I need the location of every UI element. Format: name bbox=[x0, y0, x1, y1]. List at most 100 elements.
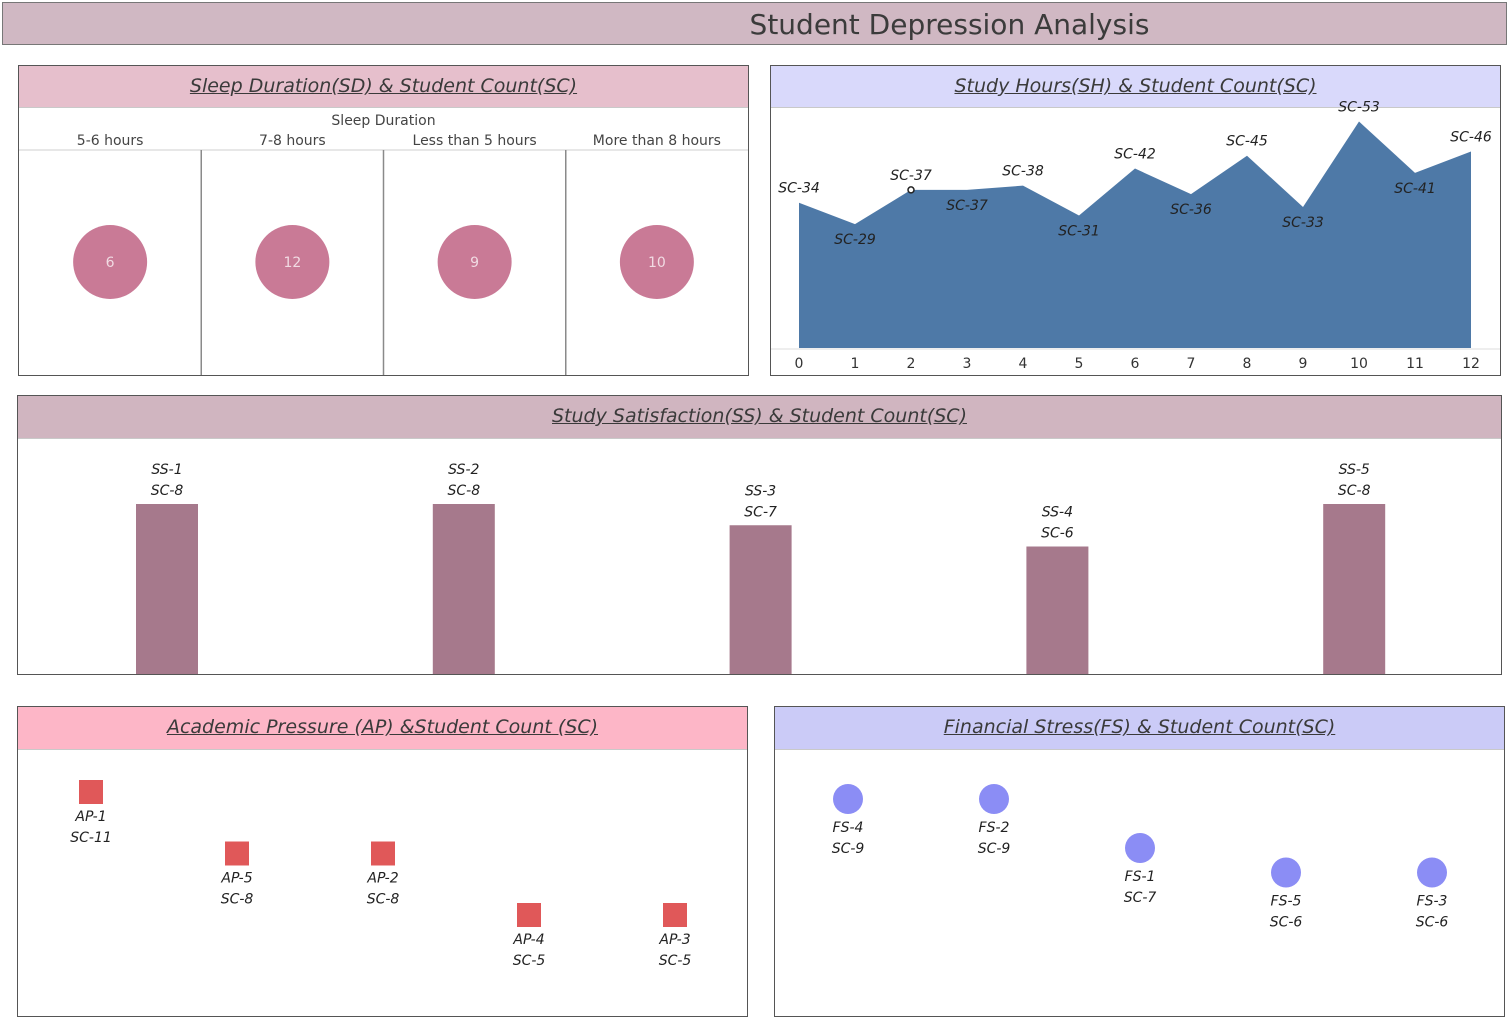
satisfaction-bar bbox=[1026, 546, 1089, 674]
study-hours-x-tick: 0 bbox=[795, 356, 804, 372]
sleep-count-circle bbox=[73, 225, 148, 299]
sleep-category-label: More than 8 hours bbox=[593, 133, 721, 149]
study-hours-data-label: SC-38 bbox=[1002, 164, 1044, 180]
study-hours-x-tick: 4 bbox=[1019, 356, 1028, 372]
sleep-category-label: Less than 5 hours bbox=[413, 133, 537, 149]
satisfaction-panel: Study Satisfaction(SS) & Student Count(S… bbox=[17, 395, 1502, 675]
academic-marker bbox=[371, 841, 395, 866]
academic-panel-title: Academic Pressure (AP) &Student Count (S… bbox=[18, 707, 747, 750]
satisfaction-bar bbox=[136, 504, 198, 674]
financial-value-label: SC-7 bbox=[1124, 890, 1157, 906]
satisfaction-bar bbox=[729, 525, 792, 674]
satisfaction-category-label: SS-3 bbox=[745, 483, 776, 499]
financial-marker bbox=[1271, 857, 1301, 888]
satisfaction-chart: SS-1 SC-8 SS-2 SC-8 SS-3 SC-7 SS-4 SC-6 SS-5 SC-8 bbox=[136, 462, 1386, 674]
sleep-chart-area: Sleep Duration 5-6 hours 6 7-8 hours 12 Less … bbox=[19, 108, 748, 375]
satisfaction-bar bbox=[1323, 504, 1386, 674]
academic-value-label: SC-11 bbox=[70, 830, 112, 846]
academic-marker bbox=[79, 780, 103, 804]
satisfaction-category-label: SS-5 bbox=[1339, 462, 1370, 478]
satisfaction-category-label: SS-4 bbox=[1042, 505, 1073, 521]
satisfaction-value-label: SC-6 bbox=[1041, 526, 1074, 542]
academic-value-label: SC-8 bbox=[367, 892, 400, 908]
academic-marker bbox=[225, 841, 249, 866]
study-hours-data-label: SC-46 bbox=[1450, 129, 1492, 145]
study-hours-data-label: SC-41 bbox=[1394, 181, 1436, 197]
academic-marker bbox=[517, 903, 541, 927]
academic-value-label: SC-5 bbox=[659, 953, 692, 969]
academic-category-label: AP-5 bbox=[220, 871, 252, 887]
study-hours-data-label: SC-37 bbox=[946, 198, 988, 214]
sleep-chart: Sleep Duration 5-6 hours 6 7-8 hours 12 Less … bbox=[19, 113, 748, 375]
financial-panel-title: Financial Stress(FS) & Student Count(SC) bbox=[775, 707, 1504, 750]
satisfaction-value-label: SC-8 bbox=[447, 483, 480, 499]
academic-chart: AP-1 SC-11 AP-5 SC-8 AP-2 SC-8 AP-4 SC-5 AP-3 SC-… bbox=[70, 780, 692, 969]
academic-category-label: AP-4 bbox=[512, 932, 544, 948]
study-hours-x-tick: 6 bbox=[1131, 356, 1140, 372]
study-hours-x-tick: 1 bbox=[851, 356, 860, 372]
sleep-count-circle bbox=[255, 225, 330, 299]
study-hours-data-label: SC-29 bbox=[834, 232, 876, 248]
dashboard-title: Student Depression Analysis bbox=[749, 8, 1150, 41]
dashboard-title-bar: Student Depression Analysis bbox=[2, 2, 1507, 45]
study-hours-data-label: SC-34 bbox=[778, 181, 820, 197]
financial-chart: FS-4 SC-9 FS-2 SC-9 FS-1 SC-7 FS-5 SC-6 FS-3 SC-6 bbox=[832, 784, 1448, 931]
study-hours-panel-title: Study Hours(SH) & Student Count(SC) bbox=[771, 66, 1500, 108]
satisfaction-value-label: SC-8 bbox=[151, 483, 184, 499]
study-hours-x-tick: 2 bbox=[907, 356, 916, 372]
academic-category-label: AP-3 bbox=[658, 932, 690, 948]
sleep-panel-title: Sleep Duration(SD) & Student Count(SC) bbox=[19, 66, 748, 108]
sleep-count-label: 10 bbox=[648, 255, 666, 271]
satisfaction-value-label: SC-8 bbox=[1338, 483, 1371, 499]
sleep-count-circle bbox=[437, 225, 512, 299]
academic-panel: Academic Pressure (AP) &Student Count (S… bbox=[17, 706, 748, 1017]
satisfaction-chart-area: SS-1 SC-8 SS-2 SC-8 SS-3 SC-7 SS-4 SC-6 SS-5 SC-8 bbox=[18, 439, 1501, 674]
sleep-category-label: 5-6 hours bbox=[77, 133, 144, 149]
study-hours-x-tick: 3 bbox=[963, 356, 972, 372]
study-hours-data-label: SC-42 bbox=[1114, 147, 1156, 163]
sleep-count-label: 12 bbox=[283, 255, 301, 271]
satisfaction-value-label: SC-7 bbox=[744, 504, 777, 520]
study-hours-x-tick: 5 bbox=[1075, 356, 1084, 372]
satisfaction-bar bbox=[432, 504, 495, 674]
study-hours-data-label: SC-36 bbox=[1170, 202, 1212, 218]
financial-marker bbox=[979, 784, 1009, 814]
study-hours-data-label: SC-31 bbox=[1058, 224, 1100, 240]
financial-category-label: FS-4 bbox=[833, 820, 864, 836]
academic-value-label: SC-8 bbox=[221, 892, 254, 908]
study-hours-data-label: SC-37 bbox=[890, 168, 932, 184]
financial-category-label: FS-2 bbox=[979, 820, 1010, 836]
financial-category-label: FS-5 bbox=[1271, 894, 1302, 910]
financial-marker bbox=[1417, 857, 1447, 888]
financial-panel: Financial Stress(FS) & Student Count(SC)… bbox=[774, 706, 1505, 1017]
academic-category-label: AP-2 bbox=[366, 871, 398, 887]
study-hours-area bbox=[799, 121, 1471, 348]
academic-value-label: SC-5 bbox=[513, 953, 546, 969]
study-hours-data-label: SC-53 bbox=[1338, 100, 1380, 116]
study-hours-x-tick: 11 bbox=[1406, 356, 1424, 372]
academic-marker bbox=[663, 903, 687, 927]
study-hours-highlight-point bbox=[907, 186, 915, 194]
sleep-panel: Sleep Duration(SD) & Student Count(SC) S… bbox=[18, 65, 749, 376]
study-hours-x-tick: 8 bbox=[1243, 356, 1252, 372]
financial-value-label: SC-6 bbox=[1270, 915, 1303, 931]
financial-chart-area: FS-4 SC-9 FS-2 SC-9 FS-1 SC-7 FS-5 SC-6 FS-3 SC-6 bbox=[775, 750, 1504, 1016]
study-hours-x-tick: 12 bbox=[1462, 356, 1480, 372]
academic-chart-area: AP-1 SC-11 AP-5 SC-8 AP-2 SC-8 AP-4 SC-5 AP-3 SC-… bbox=[18, 750, 747, 1016]
study-hours-data-label: SC-33 bbox=[1282, 215, 1324, 231]
financial-value-label: SC-9 bbox=[832, 841, 865, 857]
satisfaction-category-label: SS-1 bbox=[151, 462, 182, 478]
financial-category-label: FS-3 bbox=[1417, 894, 1448, 910]
study-hours-data-label: SC-45 bbox=[1226, 134, 1268, 150]
study-hours-x-tick: 9 bbox=[1299, 356, 1308, 372]
study-hours-chart: 0 SC-34 1 SC-29 2 SC-37 3 SC-37 4 SC-38 5 SC-31 6 SC-… bbox=[771, 100, 1500, 372]
sleep-count-label: 6 bbox=[106, 255, 115, 271]
study-hours-chart-area: 0 SC-34 1 SC-29 2 SC-37 3 SC-37 4 SC-38 5 SC-31 6 SC-… bbox=[771, 100, 1500, 375]
sleep-header-label: Sleep Duration bbox=[331, 113, 435, 129]
financial-marker bbox=[1125, 833, 1155, 863]
study-hours-x-tick: 7 bbox=[1187, 356, 1196, 372]
sleep-category-label: 7-8 hours bbox=[259, 133, 326, 149]
sleep-count-label: 9 bbox=[470, 255, 479, 271]
study-hours-panel: Study Hours(SH) & Student Count(SC) 0 SC-… bbox=[770, 65, 1501, 376]
financial-value-label: SC-9 bbox=[978, 841, 1011, 857]
